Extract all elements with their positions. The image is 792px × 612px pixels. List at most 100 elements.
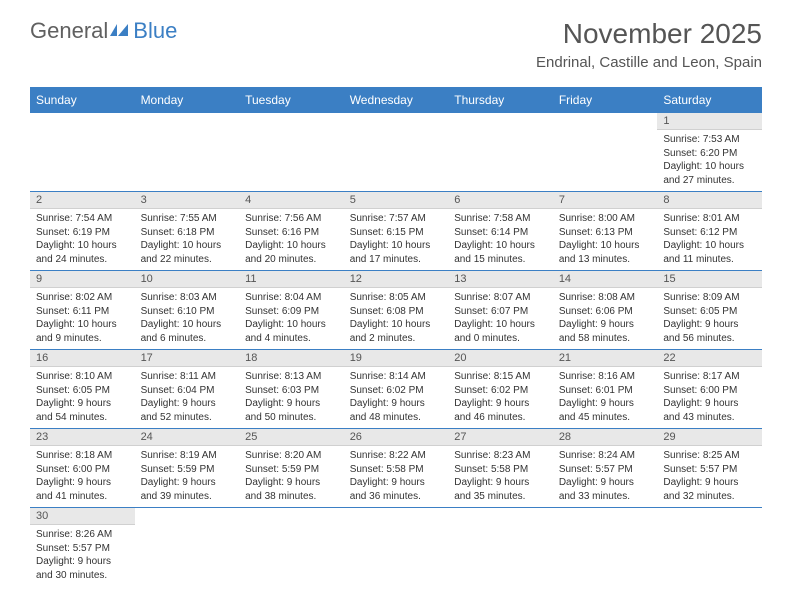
calendar-day-header: Sunday xyxy=(30,87,135,113)
sunset-line: Sunset: 6:20 PM xyxy=(663,147,756,161)
calendar-day-cell: 17Sunrise: 8:11 AMSunset: 6:04 PMDayligh… xyxy=(135,350,240,429)
day-details: Sunrise: 7:54 AMSunset: 6:19 PMDaylight:… xyxy=(30,209,135,270)
day-number: 7 xyxy=(553,192,658,209)
day-details: Sunrise: 8:19 AMSunset: 5:59 PMDaylight:… xyxy=(135,446,240,507)
day-details: Sunrise: 8:20 AMSunset: 5:59 PMDaylight:… xyxy=(239,446,344,507)
sunrise-line: Sunrise: 7:53 AM xyxy=(663,133,756,147)
day-number: 9 xyxy=(30,271,135,288)
calendar-empty-cell xyxy=(344,113,449,192)
sunrise-line: Sunrise: 8:09 AM xyxy=(663,291,756,305)
day-number: 5 xyxy=(344,192,449,209)
day-number: 20 xyxy=(448,350,553,367)
day-number: 22 xyxy=(657,350,762,367)
sunrise-line: Sunrise: 8:25 AM xyxy=(663,449,756,463)
sunrise-line: Sunrise: 8:24 AM xyxy=(559,449,652,463)
calendar-day-header: Saturday xyxy=(657,87,762,113)
daylight-line: Daylight: 10 hours and 2 minutes. xyxy=(350,318,443,345)
sunset-line: Sunset: 6:06 PM xyxy=(559,305,652,319)
calendar-week-row: 9Sunrise: 8:02 AMSunset: 6:11 PMDaylight… xyxy=(30,271,762,350)
sunset-line: Sunset: 6:07 PM xyxy=(454,305,547,319)
calendar-day-cell: 6Sunrise: 7:58 AMSunset: 6:14 PMDaylight… xyxy=(448,192,553,271)
day-details: Sunrise: 8:03 AMSunset: 6:10 PMDaylight:… xyxy=(135,288,240,349)
daylight-line: Daylight: 10 hours and 24 minutes. xyxy=(36,239,129,266)
daylight-line: Daylight: 10 hours and 17 minutes. xyxy=(350,239,443,266)
daylight-line: Daylight: 10 hours and 15 minutes. xyxy=(454,239,547,266)
day-details: Sunrise: 8:26 AMSunset: 5:57 PMDaylight:… xyxy=(30,525,135,586)
calendar-day-header: Thursday xyxy=(448,87,553,113)
daylight-line: Daylight: 9 hours and 35 minutes. xyxy=(454,476,547,503)
day-details: Sunrise: 8:24 AMSunset: 5:57 PMDaylight:… xyxy=(553,446,658,507)
day-number: 17 xyxy=(135,350,240,367)
calendar-day-cell: 29Sunrise: 8:25 AMSunset: 5:57 PMDayligh… xyxy=(657,429,762,508)
calendar-empty-cell xyxy=(135,113,240,192)
day-number: 6 xyxy=(448,192,553,209)
day-number: 19 xyxy=(344,350,449,367)
day-details: Sunrise: 8:10 AMSunset: 6:05 PMDaylight:… xyxy=(30,367,135,428)
calendar-empty-cell xyxy=(448,508,553,587)
calendar-day-cell: 13Sunrise: 8:07 AMSunset: 6:07 PMDayligh… xyxy=(448,271,553,350)
calendar-empty-cell xyxy=(135,508,240,587)
sunset-line: Sunset: 5:58 PM xyxy=(454,463,547,477)
sunset-line: Sunset: 6:15 PM xyxy=(350,226,443,240)
day-details: Sunrise: 8:23 AMSunset: 5:58 PMDaylight:… xyxy=(448,446,553,507)
calendar-empty-cell xyxy=(344,508,449,587)
calendar-day-cell: 9Sunrise: 8:02 AMSunset: 6:11 PMDaylight… xyxy=(30,271,135,350)
day-number: 2 xyxy=(30,192,135,209)
sunrise-line: Sunrise: 8:05 AM xyxy=(350,291,443,305)
day-number: 1 xyxy=(657,113,762,130)
day-details: Sunrise: 8:08 AMSunset: 6:06 PMDaylight:… xyxy=(553,288,658,349)
calendar-day-cell: 14Sunrise: 8:08 AMSunset: 6:06 PMDayligh… xyxy=(553,271,658,350)
sunrise-line: Sunrise: 8:23 AM xyxy=(454,449,547,463)
day-details: Sunrise: 8:25 AMSunset: 5:57 PMDaylight:… xyxy=(657,446,762,507)
sunrise-line: Sunrise: 8:11 AM xyxy=(141,370,234,384)
day-details: Sunrise: 8:02 AMSunset: 6:11 PMDaylight:… xyxy=(30,288,135,349)
day-number: 3 xyxy=(135,192,240,209)
day-number: 27 xyxy=(448,429,553,446)
day-details: Sunrise: 8:16 AMSunset: 6:01 PMDaylight:… xyxy=(553,367,658,428)
calendar-day-cell: 28Sunrise: 8:24 AMSunset: 5:57 PMDayligh… xyxy=(553,429,658,508)
calendar-week-row: 2Sunrise: 7:54 AMSunset: 6:19 PMDaylight… xyxy=(30,192,762,271)
daylight-line: Daylight: 10 hours and 4 minutes. xyxy=(245,318,338,345)
calendar-day-cell: 3Sunrise: 7:55 AMSunset: 6:18 PMDaylight… xyxy=(135,192,240,271)
sunrise-line: Sunrise: 8:18 AM xyxy=(36,449,129,463)
calendar-week-row: 16Sunrise: 8:10 AMSunset: 6:05 PMDayligh… xyxy=(30,350,762,429)
day-number: 30 xyxy=(30,508,135,525)
day-number: 13 xyxy=(448,271,553,288)
calendar-day-cell: 27Sunrise: 8:23 AMSunset: 5:58 PMDayligh… xyxy=(448,429,553,508)
day-number: 18 xyxy=(239,350,344,367)
day-number: 23 xyxy=(30,429,135,446)
calendar-day-cell: 25Sunrise: 8:20 AMSunset: 5:59 PMDayligh… xyxy=(239,429,344,508)
calendar-empty-cell xyxy=(657,508,762,587)
calendar-week-row: 1 Sunrise: 7:53 AMSunset: 6:20 PMDaylight… xyxy=(30,113,762,192)
sunset-line: Sunset: 6:16 PM xyxy=(245,226,338,240)
day-details: Sunrise: 8:22 AMSunset: 5:58 PMDaylight:… xyxy=(344,446,449,507)
daylight-line: Daylight: 10 hours and 20 minutes. xyxy=(245,239,338,266)
daylight-line: Daylight: 10 hours and 27 minutes. xyxy=(663,160,756,187)
daylight-line: Daylight: 9 hours and 38 minutes. xyxy=(245,476,338,503)
sunrise-line: Sunrise: 8:26 AM xyxy=(36,528,129,542)
calendar-day-cell: 1 Sunrise: 7:53 AMSunset: 6:20 PMDaylight… xyxy=(657,113,762,192)
daylight-line: Daylight: 9 hours and 41 minutes. xyxy=(36,476,129,503)
sunrise-line: Sunrise: 8:20 AM xyxy=(245,449,338,463)
sunset-line: Sunset: 6:08 PM xyxy=(350,305,443,319)
sunrise-line: Sunrise: 8:02 AM xyxy=(36,291,129,305)
daylight-line: Daylight: 9 hours and 30 minutes. xyxy=(36,555,129,582)
calendar-day-cell: 4Sunrise: 7:56 AMSunset: 6:16 PMDaylight… xyxy=(239,192,344,271)
calendar-day-header: Tuesday xyxy=(239,87,344,113)
sunrise-line: Sunrise: 7:56 AM xyxy=(245,212,338,226)
calendar-day-cell: 21Sunrise: 8:16 AMSunset: 6:01 PMDayligh… xyxy=(553,350,658,429)
sunset-line: Sunset: 6:19 PM xyxy=(36,226,129,240)
daylight-line: Daylight: 9 hours and 33 minutes. xyxy=(559,476,652,503)
calendar-day-header: Monday xyxy=(135,87,240,113)
calendar-day-cell: 15Sunrise: 8:09 AMSunset: 6:05 PMDayligh… xyxy=(657,271,762,350)
sunrise-line: Sunrise: 7:55 AM xyxy=(141,212,234,226)
sunrise-line: Sunrise: 8:10 AM xyxy=(36,370,129,384)
calendar-day-cell: 19Sunrise: 8:14 AMSunset: 6:02 PMDayligh… xyxy=(344,350,449,429)
day-details: Sunrise: 8:13 AMSunset: 6:03 PMDaylight:… xyxy=(239,367,344,428)
sunrise-line: Sunrise: 8:19 AM xyxy=(141,449,234,463)
day-details: Sunrise: 8:11 AMSunset: 6:04 PMDaylight:… xyxy=(135,367,240,428)
sunrise-line: Sunrise: 8:03 AM xyxy=(141,291,234,305)
sunset-line: Sunset: 6:03 PM xyxy=(245,384,338,398)
sunrise-line: Sunrise: 8:04 AM xyxy=(245,291,338,305)
day-number: 14 xyxy=(553,271,658,288)
